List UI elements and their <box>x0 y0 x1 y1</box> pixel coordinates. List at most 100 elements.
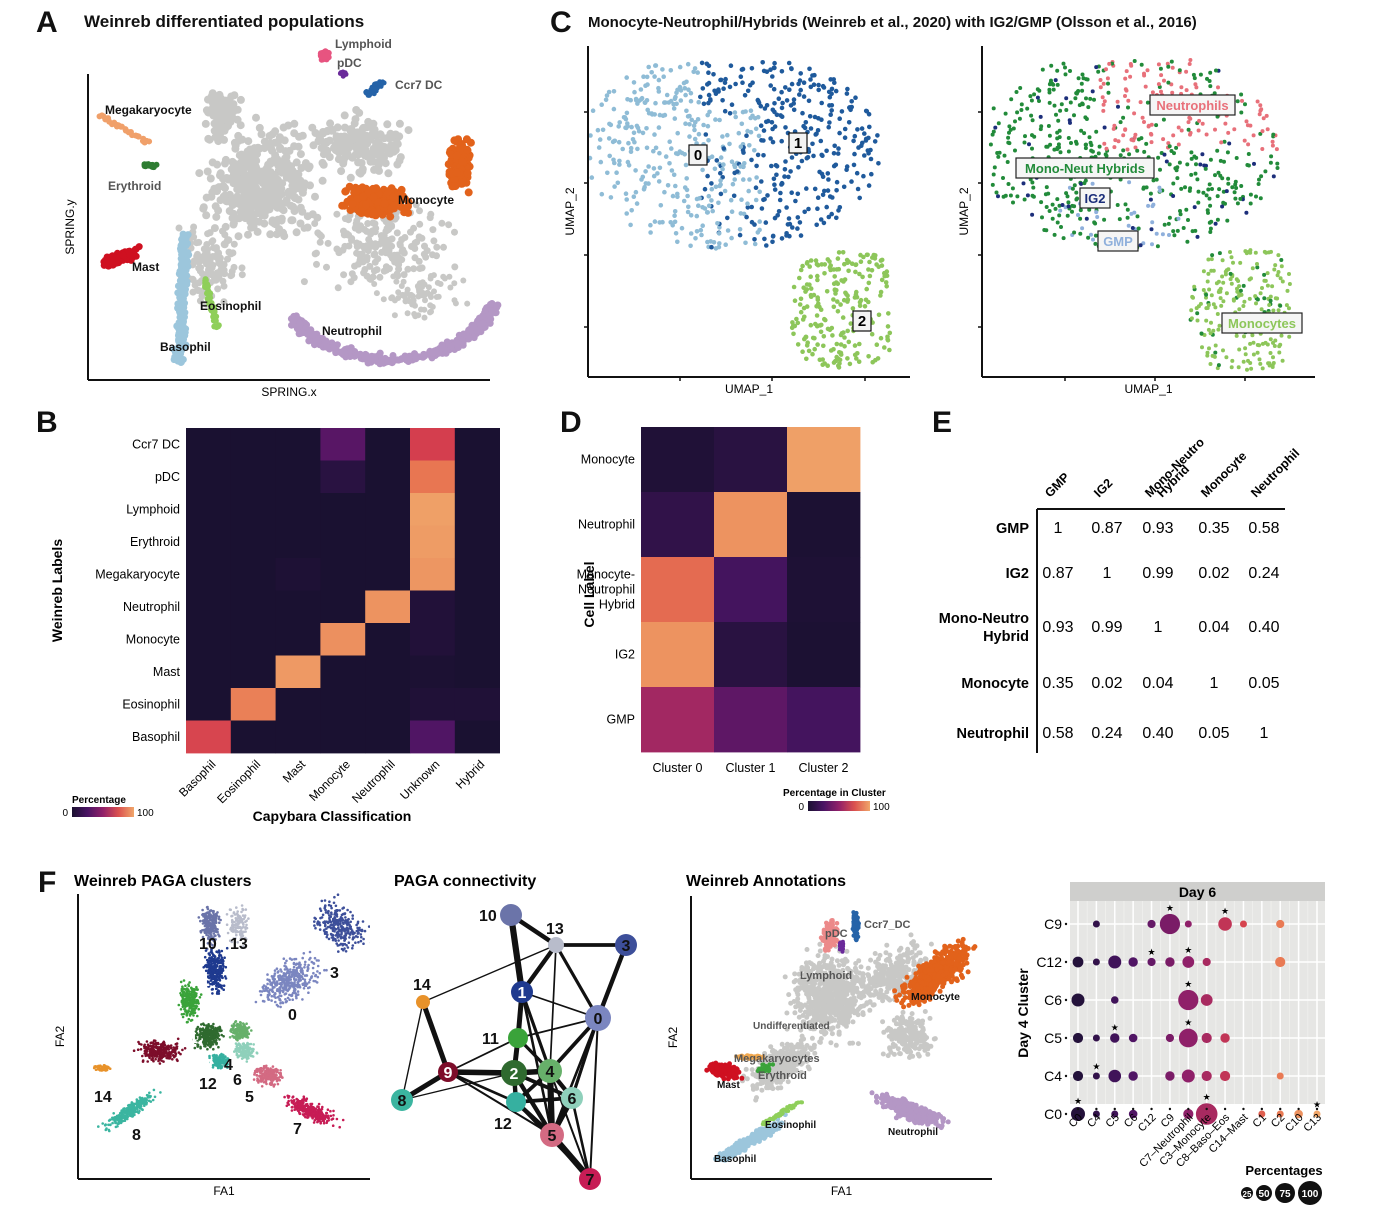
panel-b-heatmap: Ccr7 DCpDCLymphoidErythroidMegakaryocyte… <box>49 428 500 824</box>
point-undifferentiated <box>377 232 385 240</box>
point-label <box>1005 160 1010 164</box>
point-label <box>1188 186 1193 191</box>
point-cluster <box>840 315 846 320</box>
point-cluster-10 <box>211 926 215 929</box>
y-axis-label: UMAP_2 <box>957 187 971 235</box>
point-cluster <box>770 233 776 239</box>
point-undifferentiated <box>402 298 409 304</box>
point-label <box>1265 271 1270 276</box>
point-label <box>1194 85 1199 90</box>
point-undifferentiated <box>229 209 238 218</box>
label-box <box>1015 157 1155 179</box>
heatmap-cell <box>454 558 500 591</box>
point-cluster <box>855 127 860 132</box>
point-cluster <box>688 243 693 249</box>
point-cluster <box>661 74 666 79</box>
point-monocyte <box>358 183 367 192</box>
point-label <box>1126 223 1131 228</box>
point-label <box>1149 227 1154 232</box>
point-cluster <box>780 100 785 106</box>
point-cluster <box>626 163 632 168</box>
point-monocyte <box>380 199 389 208</box>
point-cluster-13 <box>240 910 243 914</box>
point-undifferentiated <box>340 111 349 120</box>
point-label <box>1121 115 1126 120</box>
point-cluster <box>706 100 711 106</box>
point-cluster <box>683 162 689 168</box>
point-label <box>1091 237 1095 242</box>
point-label <box>1058 208 1063 213</box>
point-cluster <box>800 349 805 355</box>
point-cluster-10 <box>205 906 209 909</box>
point-cluster <box>656 77 662 83</box>
point-label <box>1248 123 1253 128</box>
x-tick-label: Cluster 1 <box>725 761 775 775</box>
point-cluster <box>756 100 762 106</box>
point-label <box>1094 65 1099 70</box>
point-label <box>1084 96 1088 101</box>
point-undifferentiated <box>356 169 365 178</box>
point-label <box>1248 248 1253 253</box>
point-label <box>1238 260 1243 265</box>
label-neutrophils: Neutrophils <box>1156 98 1228 113</box>
point-undifferentiated <box>210 244 217 252</box>
point-label <box>1213 221 1218 226</box>
y-tick-label: Neutrophil <box>123 600 180 614</box>
heatmap-cell <box>787 492 861 558</box>
point-label <box>1210 253 1215 258</box>
point-label <box>1037 88 1042 93</box>
table-cell: 1 <box>1210 675 1219 692</box>
point-label <box>1115 203 1120 207</box>
point-label <box>1279 264 1284 269</box>
point-cluster <box>779 236 785 241</box>
panel-letter-f: F <box>38 866 57 899</box>
point-cluster-13 <box>234 937 237 940</box>
point-undifferentiated <box>370 267 378 275</box>
point-label <box>1250 266 1255 271</box>
point-cluster-13 <box>228 908 232 911</box>
point-cluster <box>779 69 785 74</box>
point-cluster-13 <box>245 919 248 923</box>
point-cluster <box>672 96 678 102</box>
point-label <box>1015 194 1020 199</box>
point-label <box>1056 142 1061 147</box>
point-cluster <box>685 209 691 215</box>
table-cell: 0.35 <box>1198 520 1229 537</box>
point-label <box>1025 193 1030 198</box>
point-label <box>1063 72 1068 77</box>
point-label <box>1212 91 1217 96</box>
point-cluster <box>787 87 792 92</box>
point-undifferentiated <box>429 226 437 234</box>
point-undifferentiated <box>225 248 233 256</box>
label-eosinophil: Eosinophil <box>200 299 261 313</box>
heatmap-cell <box>787 622 861 688</box>
point-cluster <box>657 220 662 225</box>
label-monocytes: Monocytes <box>1228 316 1296 331</box>
point-label <box>1258 108 1263 113</box>
point-label <box>1246 152 1251 156</box>
point-cluster <box>687 122 692 127</box>
point-cluster-13 <box>236 941 239 944</box>
point-cluster <box>854 289 859 295</box>
point-cluster <box>866 280 872 286</box>
point-label <box>1276 308 1281 313</box>
point-neutrophil <box>493 301 501 309</box>
point-label <box>1207 182 1212 187</box>
point-label <box>1156 62 1161 67</box>
heatmap-cell <box>365 623 411 656</box>
point-cluster <box>772 182 777 187</box>
point-undifferentiated <box>353 150 362 159</box>
point-cluster-13 <box>236 930 239 934</box>
point-cluster <box>685 193 690 199</box>
point-cluster <box>672 213 677 218</box>
point-cluster <box>657 112 663 118</box>
point-cluster <box>842 135 848 140</box>
point-label <box>1230 358 1235 363</box>
point-cluster <box>779 114 785 119</box>
point-cluster <box>808 322 814 328</box>
point-cluster <box>598 159 604 165</box>
column-header: Neutrophil <box>1248 446 1302 500</box>
heatmap-cell <box>186 688 232 721</box>
point-undifferentiated <box>298 207 307 216</box>
